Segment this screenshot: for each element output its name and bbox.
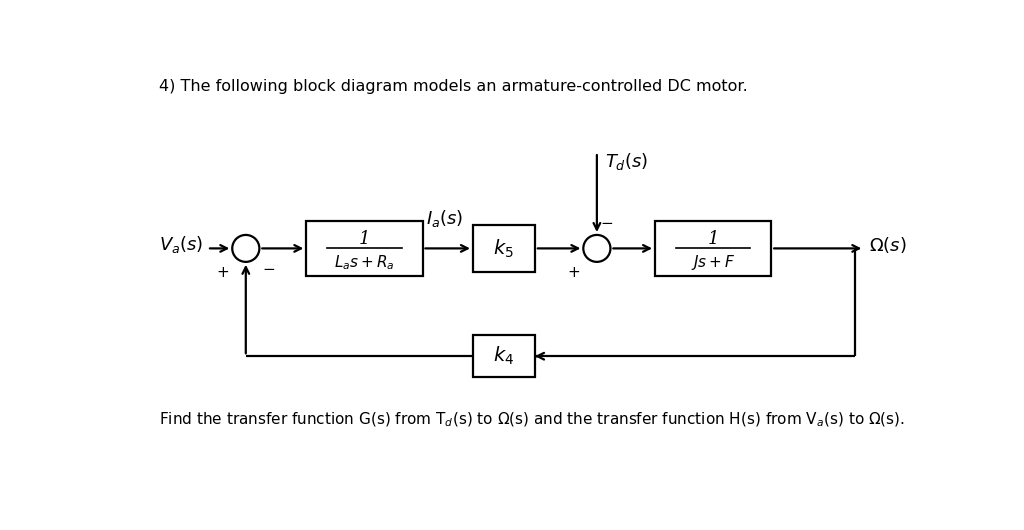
Bar — [473, 335, 535, 377]
Text: $k_5$: $k_5$ — [494, 237, 514, 260]
Text: 4) The following block diagram models an armature-controlled DC motor.: 4) The following block diagram models an… — [159, 79, 748, 94]
Text: $\Omega(s)$: $\Omega(s)$ — [869, 235, 906, 254]
Text: +: + — [567, 265, 581, 280]
Text: −: − — [600, 216, 612, 231]
Bar — [655, 220, 771, 276]
Text: $L_as+R_a$: $L_as+R_a$ — [334, 253, 394, 271]
Text: −: − — [262, 262, 275, 277]
Bar — [306, 220, 423, 276]
Text: Find the transfer function G(s) from T$_d$(s) to $\Omega$(s) and the transfer fu: Find the transfer function G(s) from T$_… — [159, 411, 905, 429]
Bar — [473, 225, 535, 271]
Text: $Js+F$: $Js+F$ — [691, 253, 735, 272]
Text: 1: 1 — [358, 230, 370, 248]
Text: $V_a(s)$: $V_a(s)$ — [159, 234, 204, 255]
Text: +: + — [216, 265, 229, 280]
Text: 1: 1 — [708, 230, 719, 248]
Text: $T_d(s)$: $T_d(s)$ — [604, 151, 648, 172]
Text: $I_a(s)$: $I_a(s)$ — [426, 208, 464, 229]
Text: $k_4$: $k_4$ — [494, 345, 514, 367]
